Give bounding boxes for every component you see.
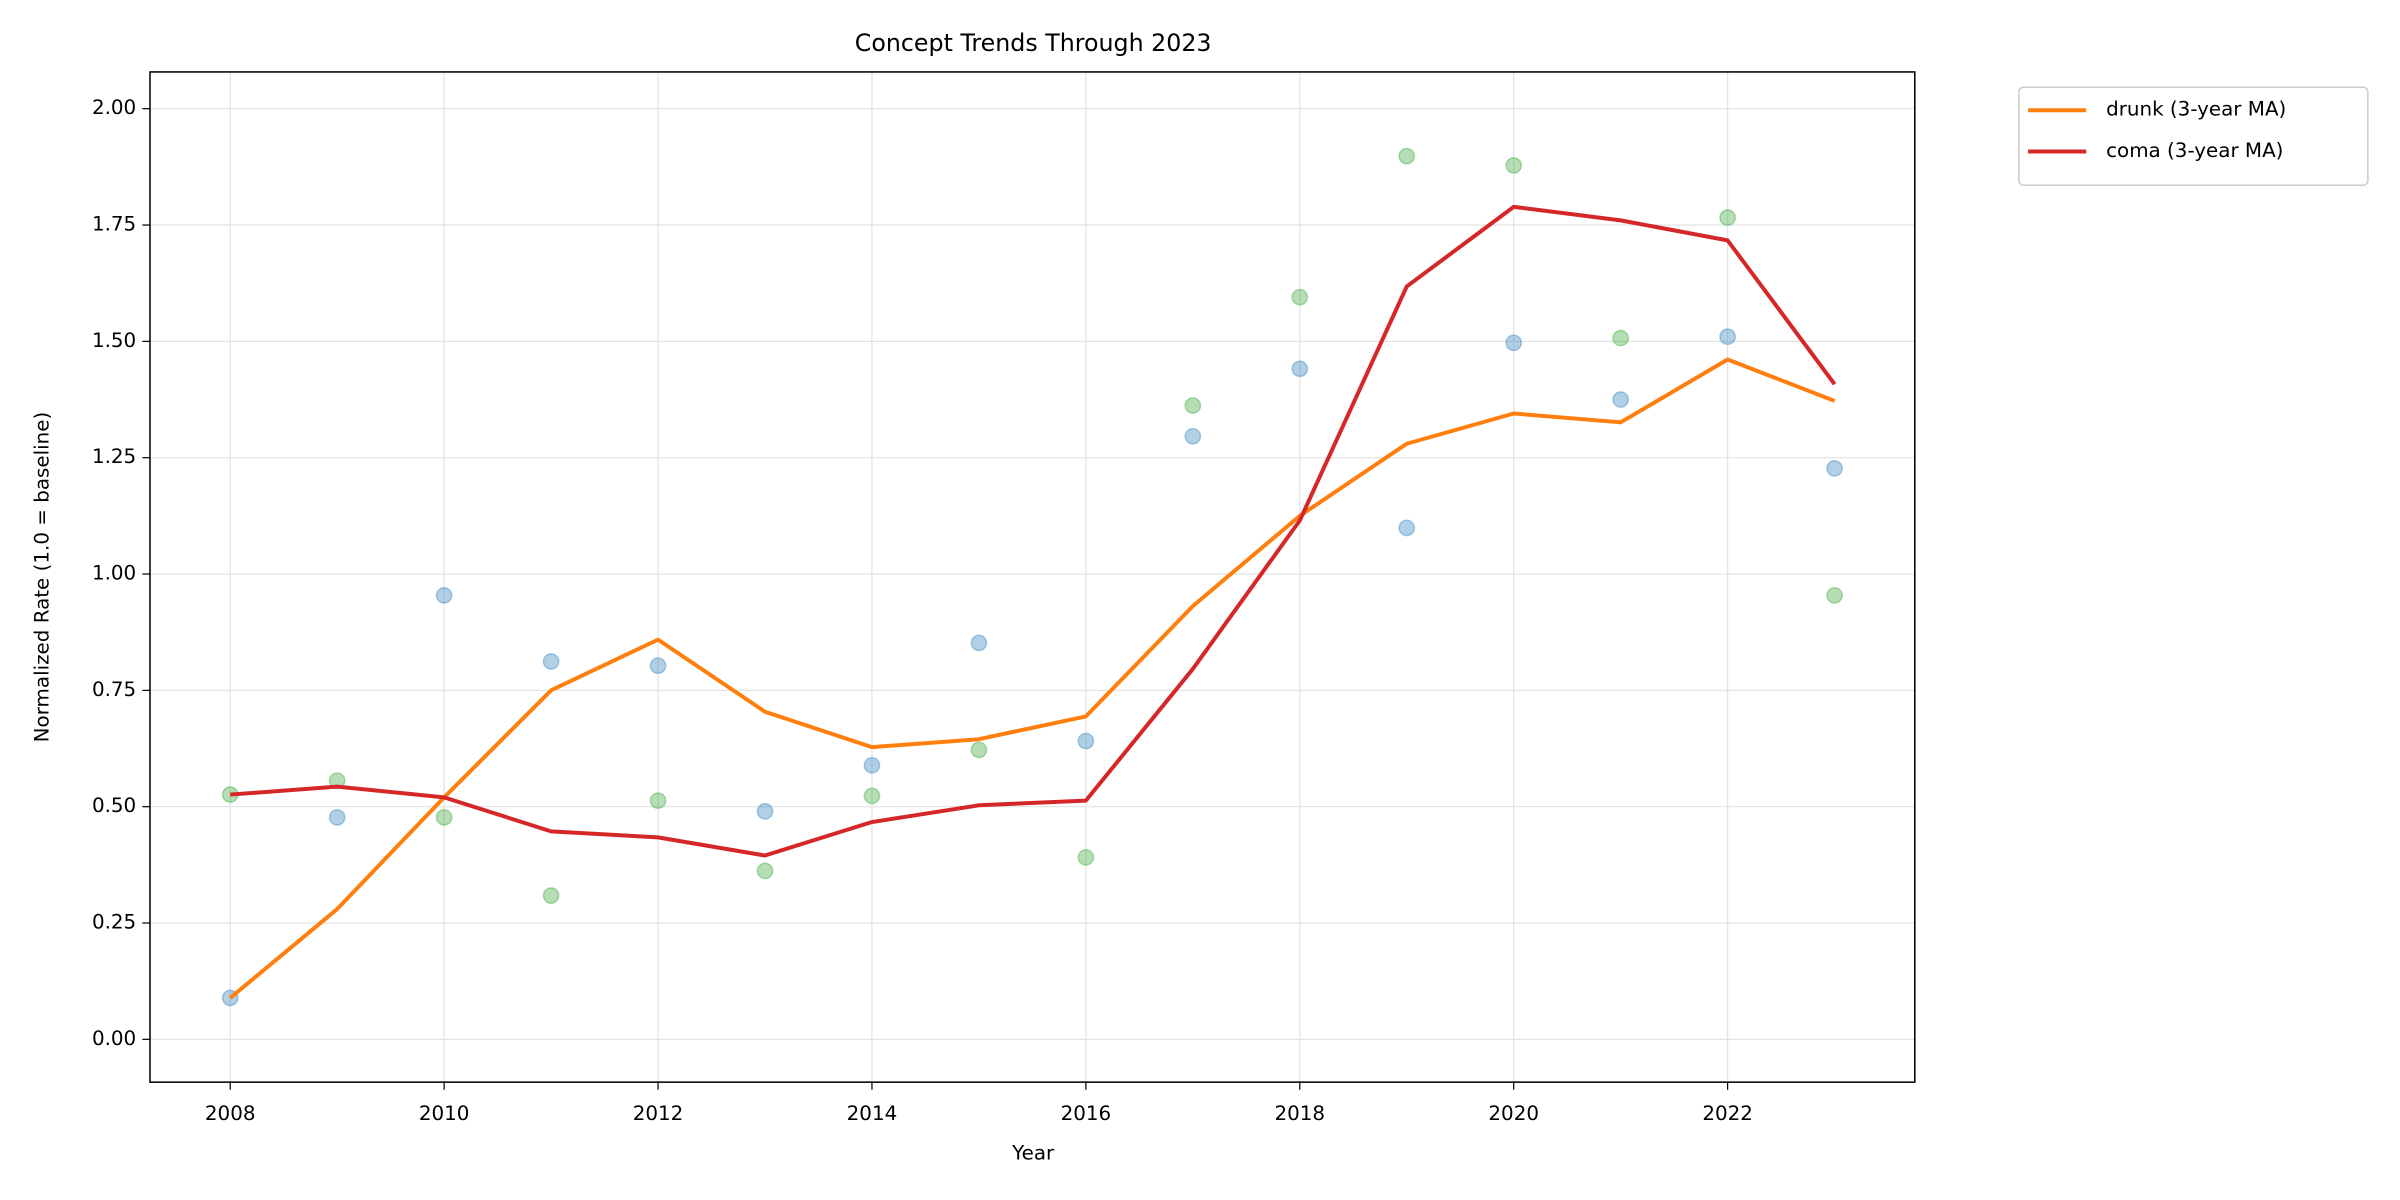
scatter-point [1077,732,1095,750]
x-tick-label: 2014 [847,1102,898,1125]
x-tick-label: 2018 [1274,1102,1325,1125]
x-axis-label: Year [1011,1142,1055,1165]
y-tick-label: 1.25 [92,445,136,468]
scatter-point [1826,587,1843,604]
scatter-point [542,653,560,670]
scatter-point [756,862,774,880]
scatter-point [435,808,453,826]
y-tick-label: 0.00 [92,1027,136,1050]
y-tick-label: 2.00 [92,96,136,119]
scatter-point [1719,209,1737,227]
plot-frame [149,71,1916,1083]
y-tick-label: 0.75 [92,678,136,701]
y-tick-label: 1.75 [92,213,136,236]
chart-title: Concept Trends Through 2023 [855,29,1212,57]
scatter-point [756,802,774,820]
scatter-point [970,634,988,652]
scatter-point [1398,519,1416,537]
x-tick-label: 2020 [1488,1102,1539,1125]
y-tick-label: 0.25 [92,911,136,934]
scatter-point [1826,459,1843,477]
line-series [228,357,1836,1000]
legend-box [2018,86,2369,186]
scatter-point [1291,288,1309,306]
scatter-point [863,787,881,805]
scatter-point [1505,157,1523,174]
y-tick-label: 1.50 [92,329,136,352]
scatter-point [863,756,881,774]
y-tick-label: 1.00 [92,562,136,585]
scatter-point [649,657,667,675]
x-tick-label: 2022 [1702,1102,1753,1125]
scatter-point [1184,427,1202,445]
x-tick-label: 2010 [419,1102,470,1125]
scatter-point [1398,147,1416,165]
y-axis-label: Normalized Rate (1.0 = baseline) [30,412,53,743]
scatter-point [1612,329,1630,347]
scatter-point [1184,397,1202,414]
y-tick-label: 0.50 [92,794,136,817]
x-tick-label: 2008 [205,1102,256,1125]
scatter-point [1719,328,1737,346]
x-tick-label: 2012 [633,1102,684,1125]
legend-label: drunk (3-year MA) [2106,98,2286,121]
line-series [230,204,1837,858]
scatter-point [649,792,667,810]
scatter-point [328,808,346,826]
scatter-point [1505,334,1523,352]
x-tick-label: 2016 [1061,1102,1112,1125]
scatter-point [1291,360,1309,378]
scatter-point [435,587,453,604]
scatter-point [1612,391,1630,408]
scatter-point [1077,848,1095,866]
scatter-point [970,741,988,759]
legend-label: coma (3-year MA) [2106,139,2283,162]
scatter-point [542,887,560,904]
